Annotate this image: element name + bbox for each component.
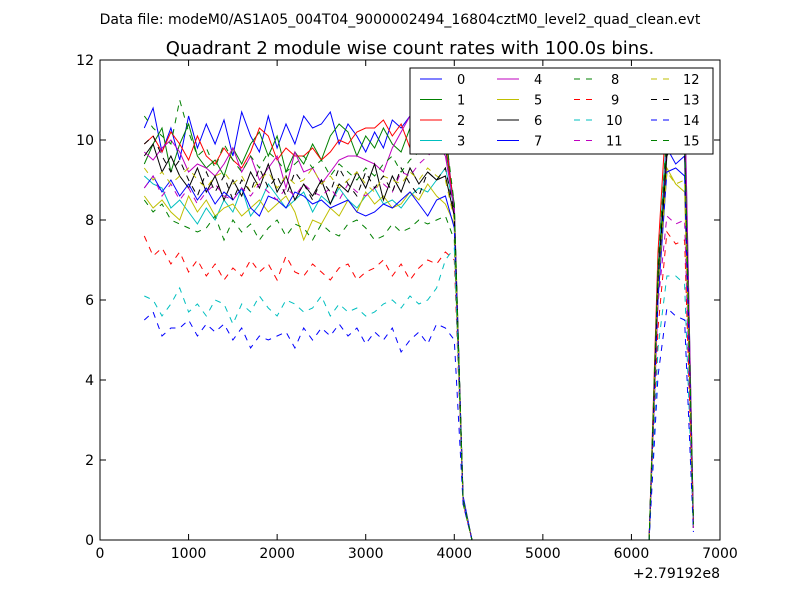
chart-title: Quadrant 2 module wise count rates with … [166,38,655,59]
x-axis-offset-label: +2.79192e8 [633,566,720,582]
series-11-line [143,147,694,540]
series-5-line [143,166,694,540]
y-tick-label: 10 [76,133,94,149]
legend-label-13: 13 [683,94,700,109]
legend-label-3: 3 [457,135,465,150]
legend-label-2: 2 [457,114,465,129]
series-2-line [143,103,694,540]
series-13-line [143,131,694,540]
x-tick-label: 3000 [348,546,384,562]
series-3-line [143,91,694,540]
x-tick-label: 7000 [702,546,738,562]
series-7-line [143,167,694,540]
legend-label-14: 14 [683,114,700,129]
y-tick-label: 4 [85,373,94,389]
x-tick-label: 2000 [259,546,295,562]
x-tick-label: 4000 [436,546,472,562]
series-10-line [144,246,694,540]
legend-label-0: 0 [457,73,465,88]
legend-label-10: 10 [606,114,623,129]
series-12-line [143,167,694,540]
figure-suptitle: Data file: modeM0/AS1A05_004T04_90000024… [100,12,701,28]
x-tick-label: 0 [96,546,105,562]
x-tick-label: 1000 [171,546,207,562]
legend-label-6: 6 [534,114,542,129]
legend-label-1: 1 [457,94,465,109]
series-8-line [143,122,694,540]
legend-label-5: 5 [534,94,542,109]
series-4-line [143,90,694,540]
series-9-line [143,230,694,540]
legend-label-4: 4 [534,73,542,88]
x-tick-label: 5000 [525,546,561,562]
legend-label-12: 12 [683,73,700,88]
series-6-line [143,135,694,540]
y-tick-label: 0 [85,533,94,549]
y-tick-label: 12 [76,53,94,69]
series-layer [143,90,694,540]
series-0-line [143,106,694,540]
legend-label-8: 8 [611,73,619,88]
x-tick-label: 6000 [614,546,650,562]
y-tick-label: 8 [85,213,94,229]
y-tick-label: 6 [85,293,94,309]
legend-label-15: 15 [683,135,700,150]
legend-label-11: 11 [606,135,623,150]
series-14-line [143,306,694,540]
legend-label-9: 9 [611,94,619,109]
y-tick-label: 2 [85,453,94,469]
legend-label-7: 7 [534,135,542,150]
legend-box [409,67,714,155]
x-axis: 0 1000 2000 3000 4000 5000 6000 7000 [96,60,738,562]
series-1-line [143,122,694,540]
